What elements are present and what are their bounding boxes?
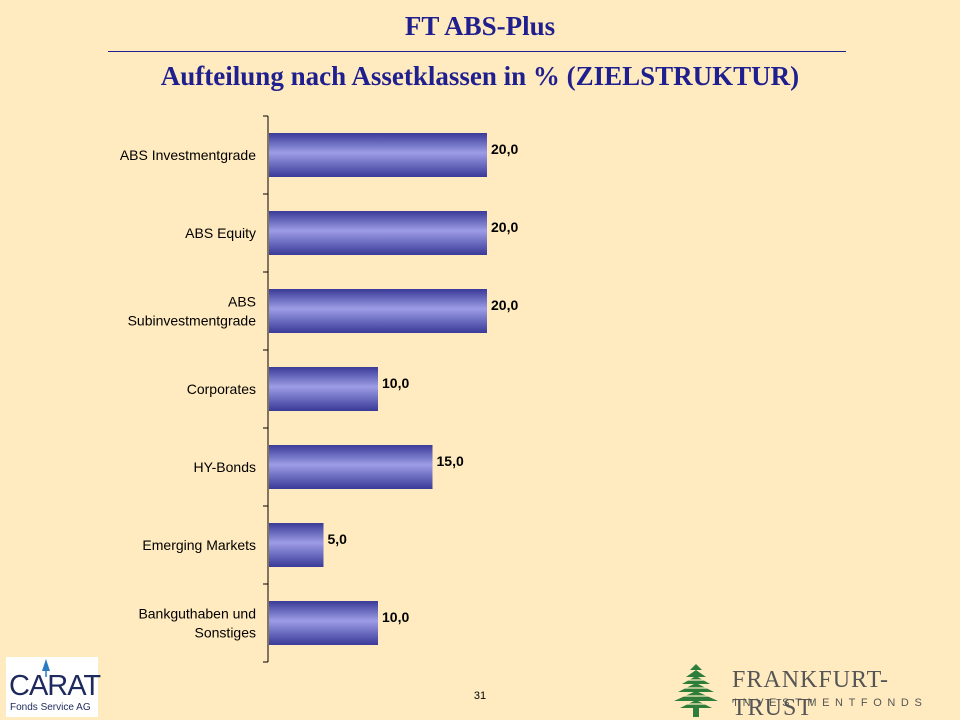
page-title: FT ABS-Plus: [404, 11, 556, 41]
category-label: Corporates: [187, 381, 256, 397]
tree-emblem-icon: [674, 664, 718, 717]
category-label: ABS Investmentgrade: [120, 147, 256, 163]
bar: [269, 523, 324, 567]
data-label: 5,0: [328, 531, 348, 547]
bar: [269, 289, 487, 333]
bar: [269, 445, 433, 489]
page-number: 31: [473, 690, 487, 702]
data-label: 20,0: [491, 297, 518, 313]
chart-axis: [263, 115, 269, 663]
carat-emblem-icon: [42, 659, 50, 677]
category-label: Sonstiges: [195, 625, 256, 641]
data-label: 10,0: [382, 609, 409, 625]
bar: [269, 367, 378, 411]
bar: [269, 601, 378, 645]
data-label: 20,0: [491, 219, 518, 235]
bar: [269, 133, 487, 177]
carat-logo-subtitle: Fonds Service AG: [10, 702, 91, 713]
frankfurt-trust-logo-subtitle: INVESTMENTFONDS: [734, 697, 928, 709]
frankfurt-trust-logo: FRANKFURT-TRUST INVESTMENTFONDS: [668, 660, 960, 720]
carat-logo: CARAT Fonds Service AG: [6, 657, 101, 717]
data-label: 20,0: [491, 141, 518, 157]
category-label: HY-Bonds: [193, 459, 256, 475]
category-label: Subinvestmentgrade: [128, 313, 257, 329]
frankfurt-trust-logo-name: FRANKFURT-TRUST: [732, 667, 890, 720]
chart-category-labels: ABS Investmentgrade ABS Equity ABS Subinves…: [120, 147, 256, 641]
data-label: 10,0: [382, 375, 409, 391]
category-label: ABS Equity: [185, 225, 256, 241]
title-divider: [108, 51, 846, 52]
category-label: ABS: [228, 294, 256, 310]
chart-data-labels: 20,0 20,0 20,0 10,0 15,0 5,0 10,0: [328, 141, 519, 625]
data-label: 15,0: [437, 453, 464, 469]
page-subtitle: Aufteilung nach Assetklassen in % (ZIELS…: [160, 61, 800, 91]
category-label: Bankguthaben und: [138, 606, 256, 622]
carat-logo-name: CARAT: [9, 670, 101, 702]
chart-bars: [269, 133, 487, 645]
category-label: Emerging Markets: [142, 537, 256, 553]
bar: [269, 211, 487, 255]
